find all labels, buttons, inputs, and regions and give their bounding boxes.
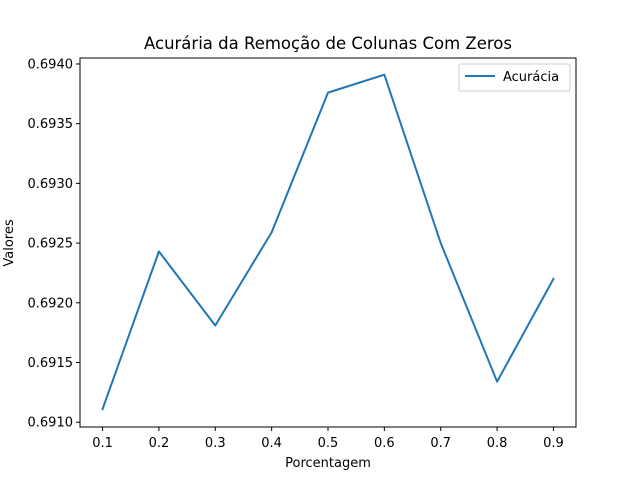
data-point <box>271 231 273 233</box>
y-tick-label: 0.6915 <box>28 356 74 371</box>
legend-label: Acurácia <box>503 70 559 85</box>
y-axis-label: Valores <box>2 219 17 266</box>
y-tick-label: 0.6910 <box>28 416 74 431</box>
data-point <box>214 324 216 326</box>
data-point <box>496 381 498 383</box>
x-tick-label: 0.3 <box>205 436 226 451</box>
x-tick-label: 0.2 <box>149 436 170 451</box>
plot-frame <box>79 57 577 428</box>
x-tick-label: 0.4 <box>261 436 282 451</box>
plot-series <box>101 73 555 411</box>
x-tick-label: 0.5 <box>318 436 339 451</box>
data-point <box>383 74 385 76</box>
chart-title: Acurária da Remoção de Colunas Com Zeros <box>144 34 512 53</box>
y-tick-label: 0.6925 <box>28 237 74 252</box>
x-tick-label: 0.7 <box>430 436 451 451</box>
legend-box <box>458 63 571 92</box>
y-tick-label: 0.6920 <box>28 296 74 311</box>
y-axis: 0.6910 0.6915 0.6920 0.6925 0.6930 0.6935 0.69… <box>28 57 80 431</box>
data-point <box>440 242 442 244</box>
y-tick-label: 0.6930 <box>28 177 74 192</box>
data-point <box>327 92 329 94</box>
series-line-0 <box>101 73 555 411</box>
x-axis: 0.1 0.2 0.3 0.4 0.5 0.6 0.7 0.8 0.9 <box>92 427 564 451</box>
y-tick-label: 0.6935 <box>28 117 74 132</box>
x-tick-label: 0.9 <box>543 436 564 451</box>
x-tick-label: 0.8 <box>487 436 508 451</box>
x-tick-label: 0.1 <box>92 436 113 451</box>
data-point <box>552 278 554 280</box>
x-axis-label: Porcentagem <box>285 456 371 471</box>
y-tick-label: 0.6940 <box>28 57 74 72</box>
legend: Acurácia <box>458 63 571 92</box>
data-point <box>158 250 160 252</box>
x-tick-label: 0.6 <box>374 436 395 451</box>
data-point <box>102 408 104 410</box>
